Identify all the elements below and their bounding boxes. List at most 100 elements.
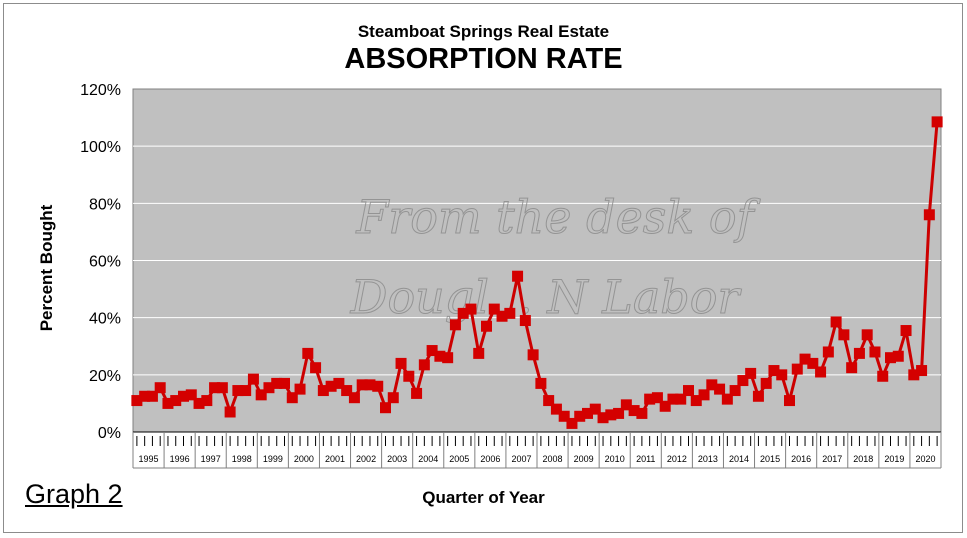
data-point: [923, 209, 935, 221]
data-point: [644, 393, 656, 405]
data-point: [822, 346, 834, 358]
data-point: [201, 395, 213, 407]
x-axis: 1995 1996 1997 1998 1999 2000 2001 2002 2003 2004…: [132, 431, 942, 469]
data-point: [247, 373, 259, 385]
data-point: [457, 307, 469, 319]
x-tick-label: 2008: [543, 454, 563, 464]
data-point: [830, 316, 842, 328]
data-point: [752, 390, 764, 402]
data-point: [504, 307, 516, 319]
data-point: [193, 397, 205, 409]
data-point: [387, 392, 399, 404]
x-tick-label: 2012: [667, 454, 687, 464]
data-point: [170, 395, 182, 407]
data-point: [690, 395, 702, 407]
data-point: [395, 357, 407, 369]
data-point: [636, 407, 648, 419]
data-point: [411, 387, 423, 399]
data-point: [853, 347, 865, 359]
data-point: [178, 390, 189, 402]
data-point: [364, 379, 376, 391]
gridlines: [133, 145, 941, 376]
data-point: [348, 392, 360, 404]
data-point: [240, 385, 252, 397]
x-tick-label: 2016: [791, 454, 811, 464]
chart-subtitle: Steamboat Springs Real Estate: [357, 22, 610, 41]
x-tick-label: 2015: [760, 454, 780, 464]
data-point: [325, 380, 337, 392]
chart-title: ABSORPTION RATE: [344, 43, 623, 75]
data-point: [861, 329, 873, 341]
data-point: [706, 379, 718, 391]
data-point: [535, 377, 547, 389]
x-tick-label: 2003: [387, 454, 407, 464]
x-tick-label: 2013: [698, 454, 718, 464]
data-point: [869, 346, 881, 358]
data-point: [784, 395, 795, 407]
x-tick-label: 1998: [232, 454, 252, 464]
data-point: [527, 349, 539, 361]
y-tick-label: 40%: [89, 311, 121, 328]
data-point: [131, 395, 143, 407]
data-point: [162, 397, 174, 409]
data-point: [659, 400, 671, 412]
data-point: [698, 389, 710, 401]
x-tick-label: 2007: [511, 454, 531, 464]
data-point: [791, 363, 803, 375]
data-point: [232, 385, 244, 397]
data-point: [683, 385, 694, 397]
data-point: [737, 375, 749, 387]
x-tick-label: 1995: [139, 454, 159, 464]
data-point: [146, 390, 158, 402]
x-tick-label: 2001: [325, 454, 345, 464]
data-point: [721, 393, 733, 405]
y-tick-label: 120%: [80, 82, 121, 99]
data-point: [465, 303, 477, 315]
data-point: [776, 369, 788, 381]
graph-label: Graph 2: [25, 479, 123, 509]
data-point: [628, 405, 640, 417]
x-tick-label: 2011: [636, 454, 655, 464]
data-point: [908, 369, 920, 381]
x-tick-label: 2002: [356, 454, 376, 464]
data-point: [317, 385, 329, 397]
x-tick-label: 2005: [449, 454, 469, 464]
data-point: [667, 393, 679, 405]
x-tick-label: 2019: [884, 454, 904, 464]
data-point: [714, 383, 726, 395]
x-tick-label: 2018: [853, 454, 873, 464]
watermark-line-1: From the desk of: [355, 190, 760, 244]
data-point: [807, 357, 819, 369]
data-point: [550, 403, 562, 415]
watermark-line-2: Dougl... N Labor: [350, 270, 743, 324]
data-point: [426, 345, 438, 357]
data-point: [675, 393, 687, 405]
data-point: [403, 370, 415, 382]
data-point: [519, 315, 531, 327]
data-point: [589, 403, 601, 415]
data-point: [224, 406, 236, 418]
y-tick-label: 100%: [80, 139, 121, 156]
data-point: [574, 410, 586, 422]
y-tick-label: 60%: [89, 254, 121, 271]
data-point: [543, 395, 555, 407]
data-point: [139, 390, 151, 402]
data-point: [729, 385, 741, 397]
x-tick-label: 2009: [574, 454, 594, 464]
watermark: From the desk of Dougl... N Labor: [349, 190, 761, 325]
y-tick-label: 20%: [89, 368, 121, 385]
data-point: [799, 353, 811, 365]
data-point: [185, 389, 197, 401]
data-point: [496, 310, 508, 322]
data-point: [294, 383, 306, 395]
data-point: [558, 410, 570, 422]
data-point: [216, 382, 228, 394]
data-point: [900, 325, 912, 337]
data-point: [473, 347, 485, 359]
data-point: [846, 362, 858, 374]
data-point: [877, 370, 889, 382]
x-tick-label: 1996: [170, 454, 190, 464]
x-axis-label: Quarter of Year: [422, 488, 545, 507]
data-point: [768, 365, 780, 377]
